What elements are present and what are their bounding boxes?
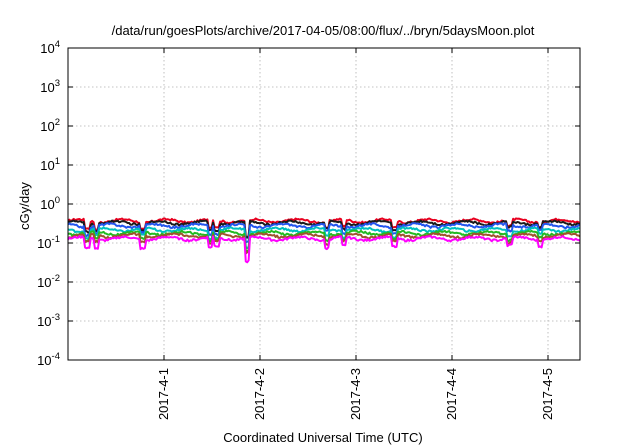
y-axis: 10-4 10-3 10-2 10-1 100 101 102 103 104 — [37, 39, 580, 368]
y-tick-label: 104 — [40, 39, 60, 56]
x-tick-label: 2017-4-1 — [156, 368, 171, 420]
x-tick-label: 2017-4-5 — [540, 368, 555, 420]
y-tick-label: 10-1 — [37, 234, 60, 251]
y-tick-label: 10-3 — [37, 312, 60, 329]
series-line — [67, 232, 581, 255]
y-tick-label: 103 — [40, 78, 60, 95]
y-tick-label: 102 — [40, 117, 60, 134]
series-group — [67, 217, 581, 264]
grid — [68, 48, 580, 360]
y-tick-label: 10-4 — [37, 351, 60, 368]
x-tick-label: 2017-4-3 — [348, 368, 363, 420]
x-axis-label: Coordinated Universal Time (UTC) — [223, 430, 422, 445]
y-tick-label: 10-2 — [37, 273, 60, 290]
x-tick-label: 2017-4-2 — [252, 368, 267, 420]
y-tick-label: 101 — [40, 156, 60, 173]
y-axis-label: cGy/day — [17, 182, 32, 230]
series-line — [67, 222, 581, 244]
series-line — [67, 235, 581, 264]
chart-title: /data/run/goesPlots/archive/2017-04-05/0… — [112, 23, 535, 38]
x-axis: 2017-4-1 2017-4-2 2017-4-3 2017-4-4 2017-4-5 — [156, 48, 555, 420]
x-tick-label: 2017-4-4 — [444, 368, 459, 420]
series-line — [67, 226, 581, 250]
y-tick-label: 100 — [40, 195, 60, 212]
series-line — [67, 229, 581, 253]
